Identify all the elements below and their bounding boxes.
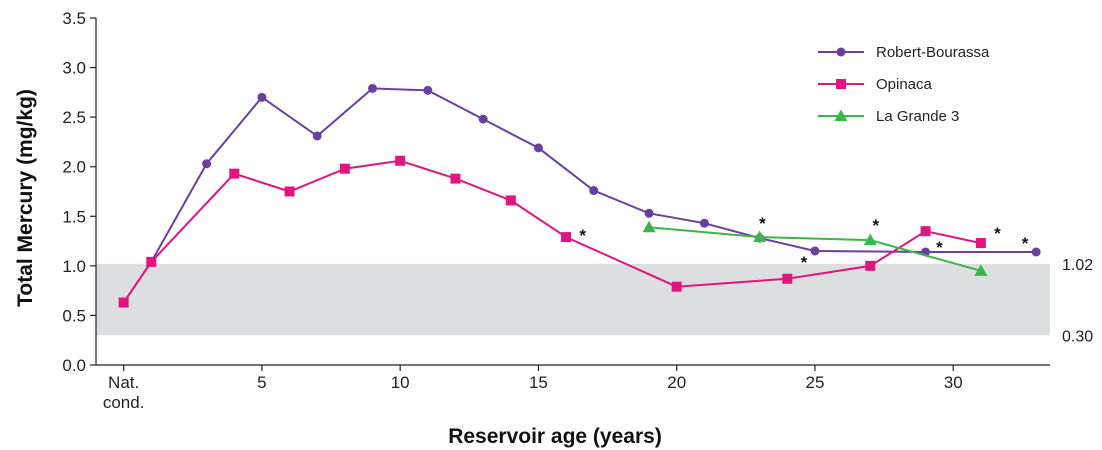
x-tick-label: 10 — [391, 373, 410, 392]
legend-label-robert-bourassa: Robert-Bourassa — [876, 44, 990, 61]
data-point-la-grande-3 — [642, 220, 656, 233]
x-tick-label: 25 — [805, 373, 824, 392]
y-tick-label: 2.0 — [62, 158, 86, 177]
data-point-robert-bourassa — [257, 92, 267, 102]
data-point-robert-bourassa — [423, 85, 433, 95]
significance-star: * — [1022, 234, 1029, 253]
significance-star: * — [579, 226, 586, 245]
data-point-opinaca — [146, 256, 157, 267]
y-axis-title: Total Mercury (mg/kg) — [14, 89, 37, 307]
data-point-opinaca — [975, 238, 986, 249]
data-point-opinaca — [229, 168, 240, 179]
data-point-robert-bourassa — [1031, 247, 1041, 257]
data-point-robert-bourassa — [533, 143, 543, 153]
x-tick-label: Nat. cond. — [103, 373, 145, 412]
significance-star: * — [936, 238, 943, 257]
x-tick-label: 15 — [529, 373, 548, 392]
y-tick-label: 0.0 — [62, 356, 86, 375]
series-opinaca — [118, 155, 986, 308]
data-point-robert-bourassa — [202, 159, 212, 169]
data-point-robert-bourassa — [368, 83, 378, 93]
data-point-robert-bourassa — [699, 218, 709, 228]
data-point-opinaca — [284, 186, 295, 197]
series-line-la-grande-3 — [648, 226, 982, 272]
legend-label-opinaca: Opinaca — [876, 76, 933, 93]
x-tick-label: 30 — [944, 373, 963, 392]
series-line-robert-bourassa — [122, 87, 1037, 304]
y-tick-label: 3.0 — [62, 59, 86, 78]
data-point-opinaca — [782, 273, 793, 284]
reference-band-layer: 1.02 0.30 — [96, 257, 1093, 345]
data-point-opinaca — [118, 297, 129, 308]
legend-marker-la-grande-3 — [834, 109, 848, 121]
axes-layer: 0.0 0.5 1.0 1.5 2.0 2.5 3.0 3.5 Nat. cond. 5 10 15 20… — [62, 9, 1050, 412]
data-point-opinaca — [505, 195, 516, 206]
annotations-layer: * * * * * * * — [579, 214, 1028, 272]
band-low-label: 0.30 — [1062, 328, 1093, 345]
legend-marker-robert-bourassa — [836, 47, 846, 57]
significance-star: * — [759, 214, 766, 233]
y-tick-label: 3.5 — [62, 9, 86, 28]
data-point-la-grande-3 — [974, 264, 988, 276]
legend-label-la-grande-3: La Grande 3 — [876, 108, 959, 125]
data-point-robert-bourassa — [478, 114, 488, 124]
data-point-robert-bourassa — [644, 208, 654, 218]
x-axis-title: Reservoir age (years) — [448, 425, 662, 448]
band-high-label: 1.02 — [1062, 257, 1093, 274]
data-point-opinaca — [561, 232, 572, 243]
data-point-opinaca — [395, 155, 406, 166]
significance-star: * — [994, 224, 1001, 243]
data-point-opinaca — [450, 173, 461, 184]
data-point-opinaca — [920, 226, 931, 237]
data-point-opinaca — [865, 260, 876, 271]
y-tick-label: 0.5 — [62, 306, 86, 325]
data-point-robert-bourassa — [312, 131, 322, 141]
data-point-robert-bourassa — [810, 246, 820, 256]
data-point-robert-bourassa — [589, 186, 599, 196]
series-line-opinaca — [122, 159, 982, 304]
legend: Robert-Bourassa Opinaca La Grande 3 — [818, 44, 990, 125]
series-layer — [118, 83, 1041, 308]
data-point-opinaca — [671, 281, 682, 292]
data-point-opinaca — [339, 163, 350, 174]
legend-marker-opinaca — [836, 79, 846, 89]
significance-star: * — [872, 216, 879, 235]
data-point-la-grande-3 — [863, 233, 877, 246]
reference-band — [96, 263, 1050, 336]
significance-star: * — [801, 253, 808, 272]
y-tick-label: 2.5 — [62, 108, 86, 127]
y-tick-label: 1.0 — [62, 257, 86, 276]
y-tick-label: 1.5 — [62, 207, 86, 226]
data-point-la-grande-3 — [753, 230, 767, 243]
series-la-grande-3 — [642, 220, 988, 276]
x-tick-label: 20 — [667, 373, 686, 392]
x-tick-label: 5 — [257, 373, 266, 392]
